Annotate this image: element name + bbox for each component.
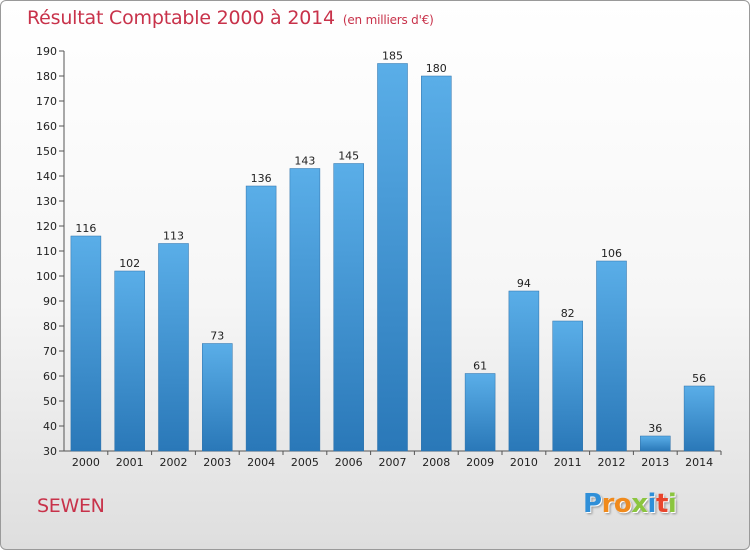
y-axis: 30 40 50 60 70 80 90 100 110 120 130 140 150 160 170 18… xyxy=(36,45,65,458)
y-tick-label: 150 xyxy=(36,145,57,158)
x-axis: 2000 2001 2002 2003 2004 2005 2006 2007 2008 2009… xyxy=(64,450,722,469)
y-tick-label: 110 xyxy=(36,245,57,258)
value-label-2008: 180 xyxy=(426,62,447,75)
chart-title-text: Résultat Comptable 2000 à 2014 xyxy=(27,7,335,29)
y-tick-label: 30 xyxy=(43,445,57,458)
y-tick-label: 40 xyxy=(43,420,57,433)
y-tick-label: 160 xyxy=(36,120,57,133)
value-label-2010: 94 xyxy=(517,277,531,290)
chart-subtitle: (en milliers d'€) xyxy=(342,13,434,27)
x-tick-label: 2009 xyxy=(466,456,494,469)
y-tick-label: 120 xyxy=(36,220,57,233)
bar-2014 xyxy=(683,385,715,452)
y-tick-label: 180 xyxy=(36,70,57,83)
value-label-2002: 113 xyxy=(163,230,184,243)
y-tick-label: 130 xyxy=(36,195,57,208)
y-tick-label: 80 xyxy=(43,320,57,333)
x-tick-label: 2012 xyxy=(598,456,626,469)
proxiti-logo: Proxiti xyxy=(583,489,677,519)
value-label-2001: 102 xyxy=(119,257,140,270)
y-tick-label: 170 xyxy=(36,95,57,108)
value-label-2014: 56 xyxy=(692,372,706,385)
logo-letter: r xyxy=(601,489,615,519)
y-tick-label: 60 xyxy=(43,370,57,383)
value-label-2007: 185 xyxy=(382,50,403,63)
value-label-2003: 73 xyxy=(210,330,224,343)
bar-2009 xyxy=(464,373,496,452)
bar-2004 xyxy=(245,185,277,452)
x-tick-label: 2013 xyxy=(641,456,669,469)
bars xyxy=(70,63,715,452)
value-label-2011: 82 xyxy=(561,307,575,320)
bar-2003 xyxy=(202,343,233,452)
y-tick-label: 140 xyxy=(36,170,57,183)
y-tick-label: 190 xyxy=(36,45,57,58)
value-labels: 116 102 113 73 136 143 145 185 180 61 94 82 106 36 56 xyxy=(75,50,706,436)
bar-2012 xyxy=(596,260,627,452)
y-tick-label: 70 xyxy=(43,345,57,358)
value-label-2009: 61 xyxy=(473,360,487,373)
y-tick-label: 100 xyxy=(36,270,57,283)
chart-title: Résultat Comptable 2000 à 2014 (en millie… xyxy=(27,7,434,29)
logo-letter: x xyxy=(631,489,648,519)
bar-2002 xyxy=(158,243,189,452)
x-tick-label: 2001 xyxy=(116,456,144,469)
x-tick-label: 2006 xyxy=(335,456,363,469)
bar-2005 xyxy=(289,168,321,452)
value-label-2006: 145 xyxy=(338,150,359,163)
value-label-2000: 116 xyxy=(75,222,96,235)
x-tick-label: 2011 xyxy=(554,456,582,469)
value-label-2004: 136 xyxy=(251,172,272,185)
y-tick-label: 50 xyxy=(43,395,57,408)
value-label-2012: 106 xyxy=(601,247,622,260)
bar-2006 xyxy=(333,163,364,452)
logo-letter: o xyxy=(613,489,632,519)
bar-2013 xyxy=(640,435,671,452)
bar-2000 xyxy=(70,235,102,452)
x-tick-label: 2005 xyxy=(291,456,319,469)
x-tick-label: 2000 xyxy=(72,456,100,469)
bar-2007 xyxy=(377,63,408,452)
x-tick-label: 2002 xyxy=(160,456,188,469)
bar-2011 xyxy=(552,320,583,452)
x-tick-label: 2004 xyxy=(247,456,275,469)
logo-letter: i xyxy=(647,489,657,519)
y-tick-label: 90 xyxy=(43,295,57,308)
commune-name: SEWEN xyxy=(37,495,105,517)
value-label-2013: 36 xyxy=(648,422,662,435)
bar-2001 xyxy=(114,270,145,452)
logo-letter: t xyxy=(655,489,668,519)
value-label-2005: 143 xyxy=(294,155,315,168)
bar-2010 xyxy=(508,290,540,452)
bar-2008 xyxy=(421,75,452,452)
x-tick-label: 2014 xyxy=(685,456,713,469)
x-tick-label: 2010 xyxy=(510,456,538,469)
x-tick-label: 2007 xyxy=(379,456,407,469)
logo-letter: P xyxy=(583,489,602,519)
logo-letter: i xyxy=(667,489,677,519)
x-tick-label: 2008 xyxy=(422,456,450,469)
x-tick-label: 2003 xyxy=(203,456,231,469)
